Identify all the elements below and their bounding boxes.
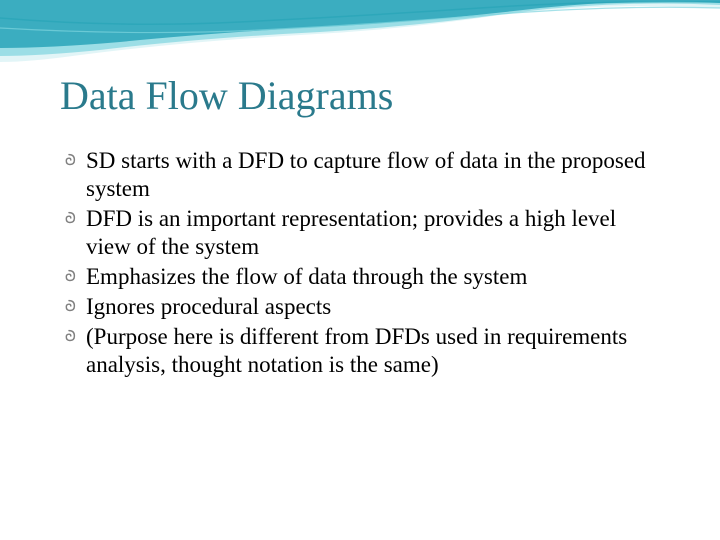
bullet-item: (Purpose here is different from DFDs use… bbox=[82, 323, 660, 379]
bullet-text: SD starts with a DFD to capture flow of … bbox=[86, 148, 646, 201]
bullet-text: Emphasizes the flow of data through the … bbox=[86, 264, 527, 289]
bullet-item: Ignores procedural aspects bbox=[82, 293, 660, 321]
bullet-list: SD starts with a DFD to capture flow of … bbox=[60, 147, 660, 379]
bullet-item: DFD is an important representation; prov… bbox=[82, 205, 660, 261]
bullet-text: DFD is an important representation; prov… bbox=[86, 206, 616, 259]
swirl-bullet-icon bbox=[60, 209, 78, 227]
bullet-text: (Purpose here is different from DFDs use… bbox=[86, 324, 627, 377]
slide-content: Data Flow Diagrams SD starts with a DFD … bbox=[0, 0, 720, 421]
bullet-text: Ignores procedural aspects bbox=[86, 294, 331, 319]
swirl-bullet-icon bbox=[60, 267, 78, 285]
swirl-bullet-icon bbox=[60, 327, 78, 345]
swirl-bullet-icon bbox=[60, 297, 78, 315]
bullet-item: SD starts with a DFD to capture flow of … bbox=[82, 147, 660, 203]
slide-title: Data Flow Diagrams bbox=[60, 72, 660, 119]
bullet-item: Emphasizes the flow of data through the … bbox=[82, 263, 660, 291]
swirl-bullet-icon bbox=[60, 151, 78, 169]
